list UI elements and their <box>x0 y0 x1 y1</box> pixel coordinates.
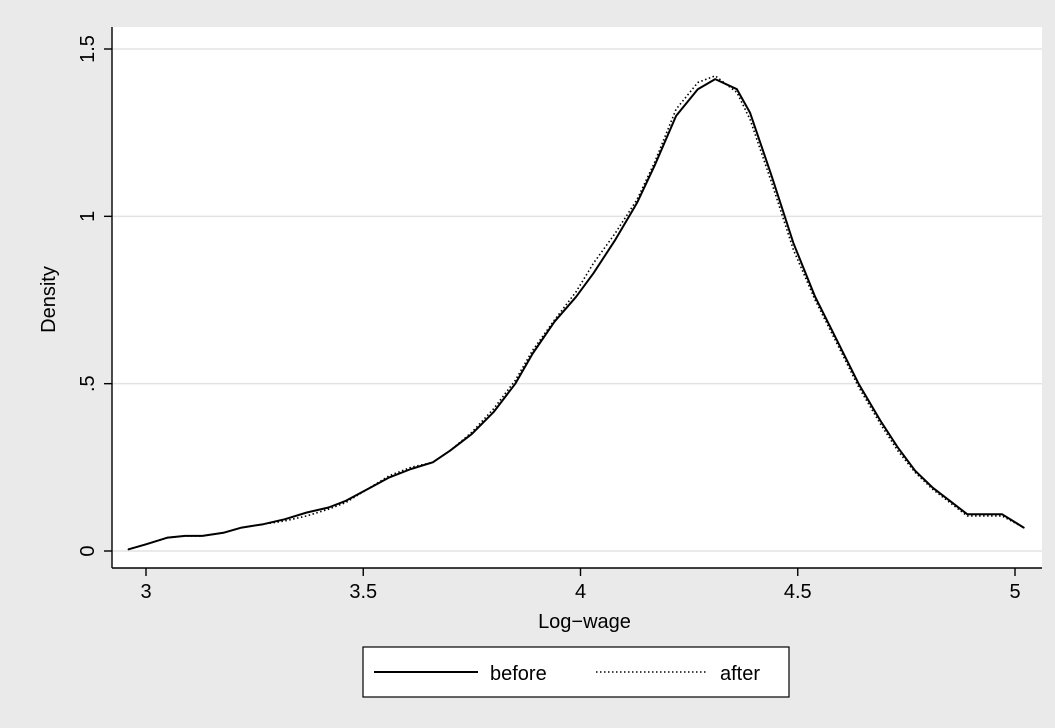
y-tick-label-3: 1.5 <box>77 35 99 63</box>
y-tick-label-0: 0 <box>77 545 99 556</box>
x-tick-label-2: 4 <box>575 581 586 603</box>
legend-label-before: before <box>490 663 547 685</box>
y-tick-label-1: .5 <box>77 375 99 392</box>
x-tick-label-1: 3.5 <box>349 581 377 603</box>
legend-label-after: after <box>720 663 760 685</box>
x-tick-label-4: 5 <box>1009 581 1020 603</box>
plot-area <box>112 27 1042 568</box>
y-tick-label-2: 1 <box>77 211 99 222</box>
axes: 0 .5 1 1.5 3 3.5 4 4.5 5 <box>77 27 1042 603</box>
y-axis-title: Density <box>38 266 60 333</box>
x-tick-label-0: 3 <box>140 581 151 603</box>
series-lines <box>127 75 1025 551</box>
grid-lines <box>112 48 1042 552</box>
x-tick-label-3: 4.5 <box>784 581 812 603</box>
legend: before after <box>362 646 790 698</box>
x-axis-title: Log−wage <box>538 611 631 633</box>
series-line-after <box>128 75 1025 551</box>
